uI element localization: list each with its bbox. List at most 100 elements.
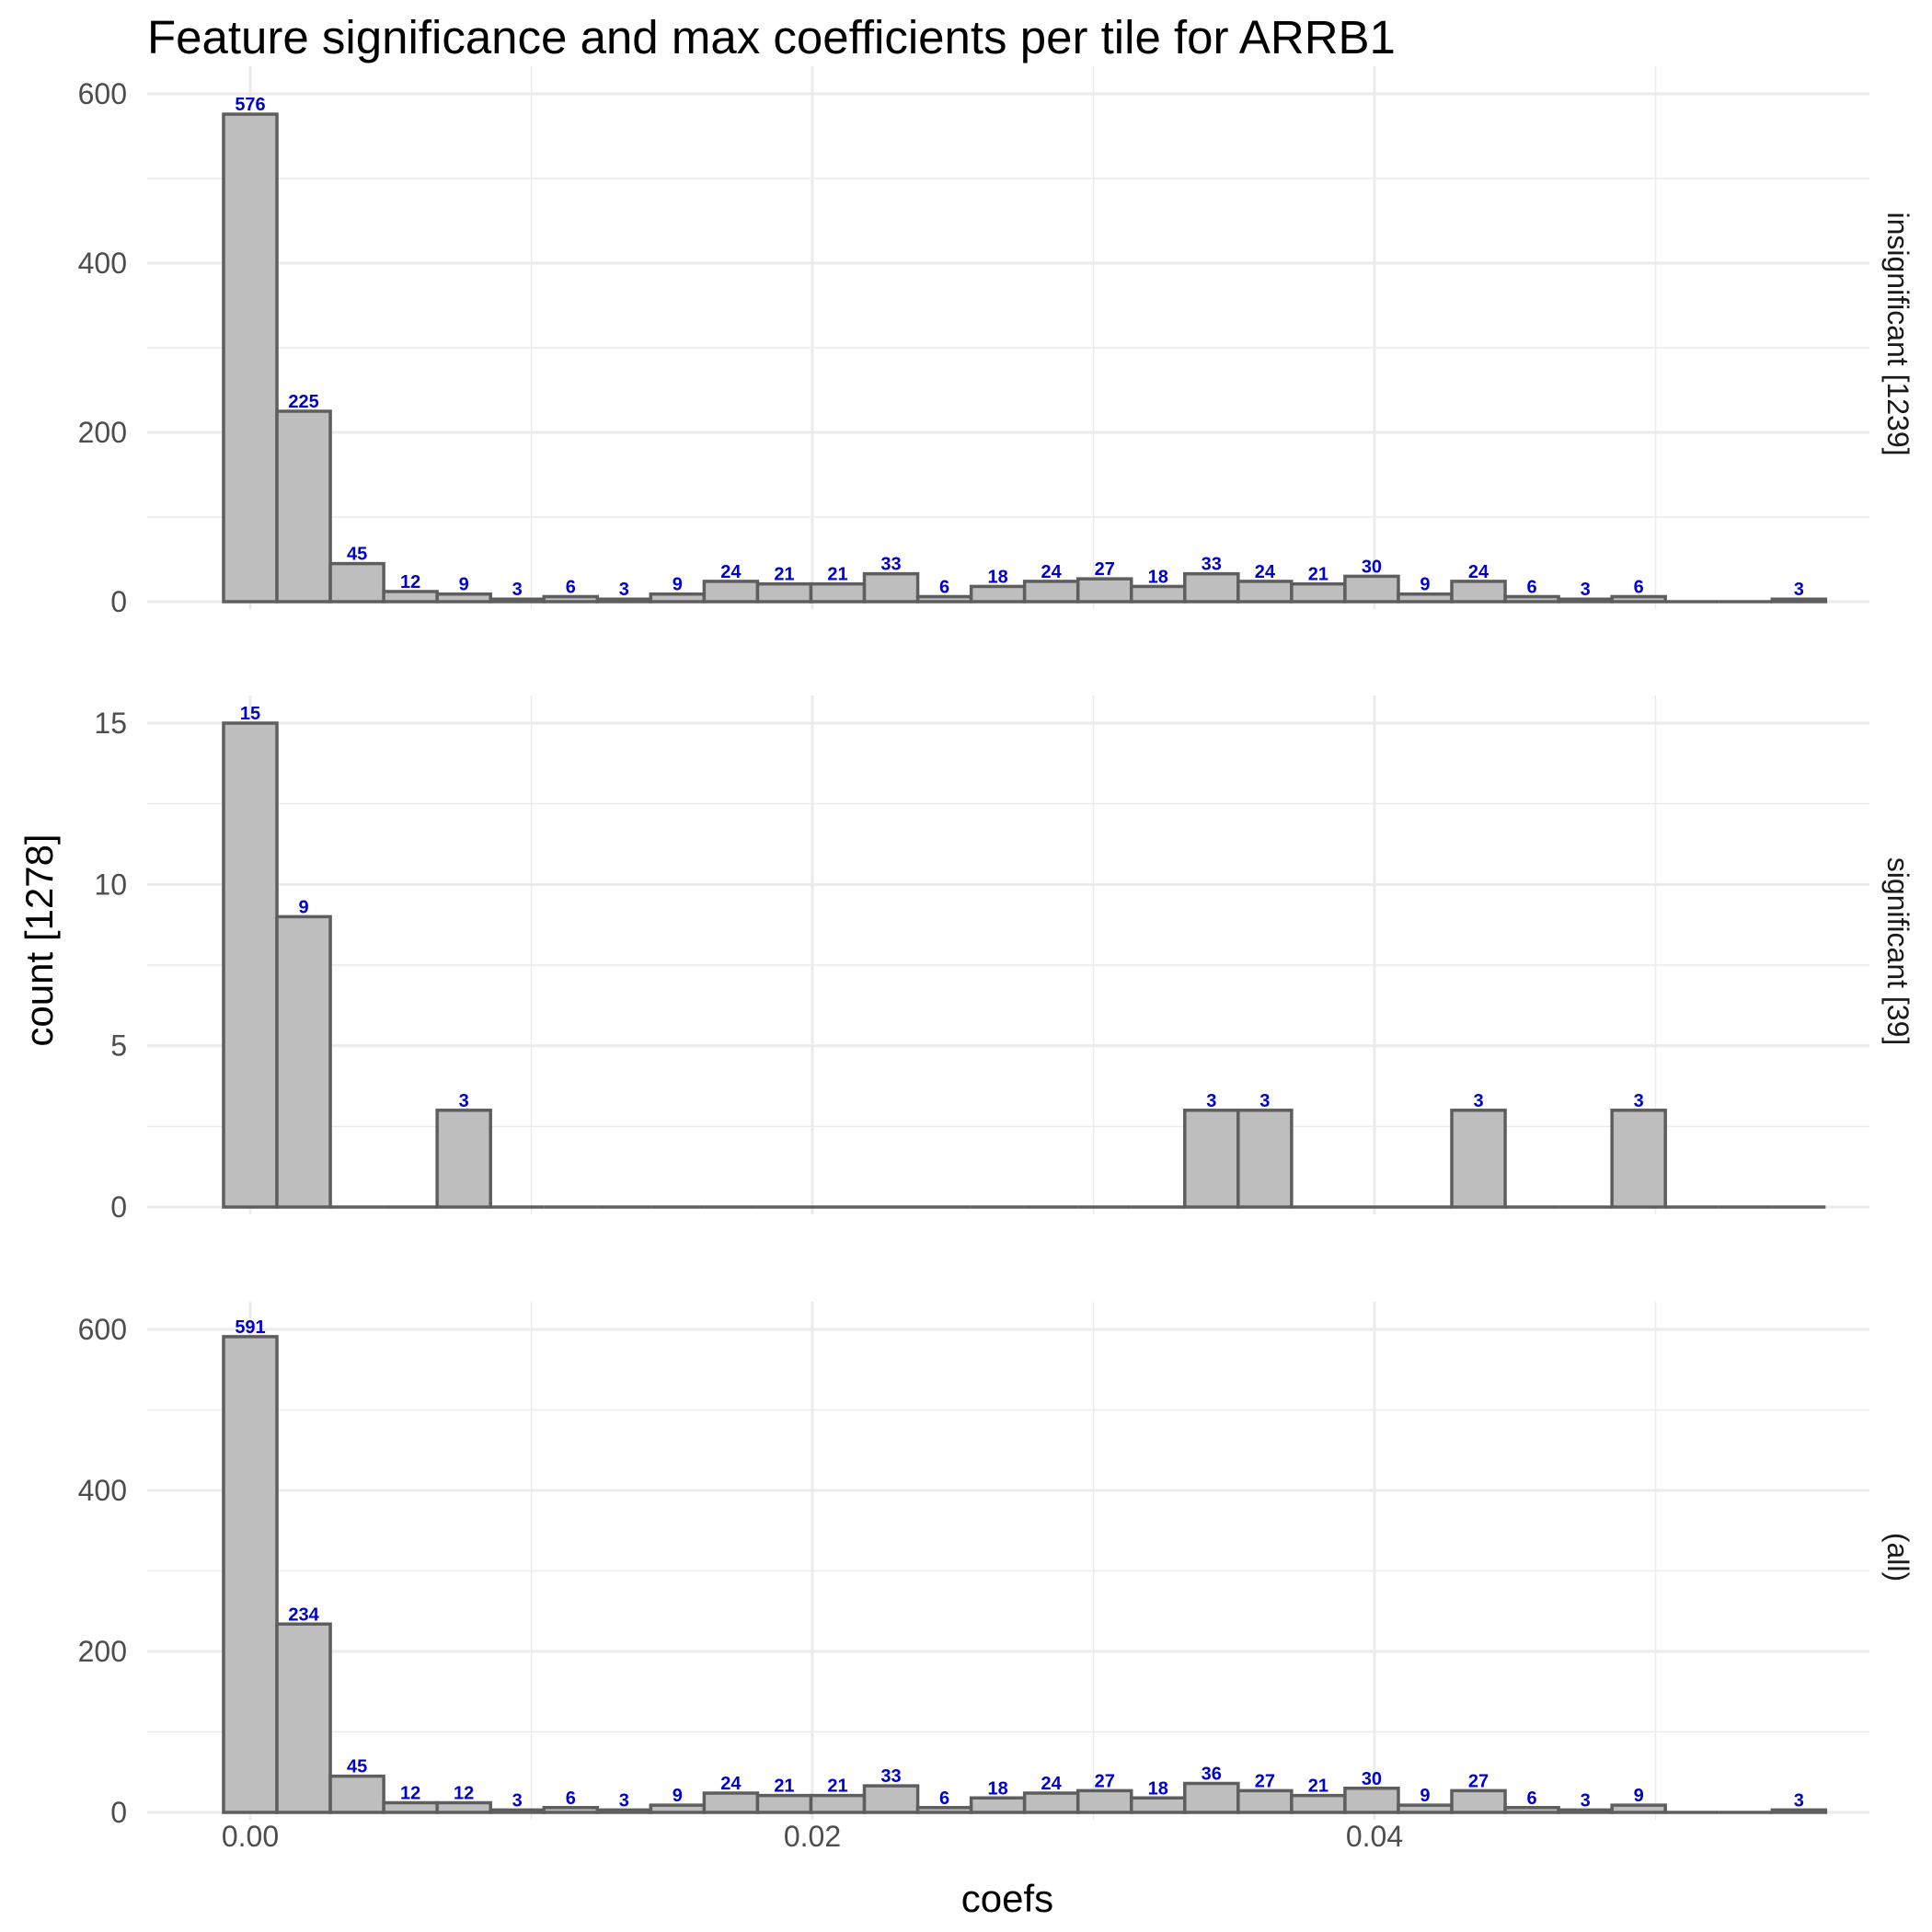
histogram-bar bbox=[1770, 597, 1828, 604]
histogram-bar bbox=[809, 1793, 867, 1814]
bar-count-label: 33 bbox=[880, 555, 901, 575]
bar-count-label: 18 bbox=[1148, 567, 1168, 587]
histogram-bar bbox=[1343, 574, 1400, 604]
bar-count-label: 3 bbox=[1206, 1091, 1216, 1111]
histogram-bar bbox=[328, 561, 385, 604]
y-tick-label: 15 bbox=[94, 707, 127, 740]
y-tick-label: 600 bbox=[78, 1313, 127, 1346]
histogram-bar bbox=[1022, 580, 1080, 604]
bar-count-label: 30 bbox=[1362, 1769, 1382, 1789]
histogram-bar bbox=[1075, 577, 1133, 604]
bar-count-label: 12 bbox=[454, 1784, 474, 1804]
histogram-bar bbox=[382, 590, 439, 604]
histogram-bar bbox=[862, 571, 920, 604]
facet-strip-label: (all) bbox=[1881, 1533, 1915, 1581]
bar-count-label: 3 bbox=[619, 1790, 629, 1811]
bar-count-label: 21 bbox=[774, 1777, 794, 1797]
x-tick-label: 0.00 bbox=[222, 1820, 279, 1853]
bar-count-label: 24 bbox=[720, 1774, 742, 1794]
bar-count-label: 9 bbox=[1420, 1786, 1430, 1806]
bar-count-label: 33 bbox=[880, 1766, 901, 1787]
histogram-bar bbox=[1397, 592, 1454, 604]
bar-count-label: 3 bbox=[1259, 1091, 1270, 1111]
histogram-bar bbox=[1129, 584, 1187, 604]
y-tick-label: 200 bbox=[78, 416, 127, 449]
bar-count-label: 24 bbox=[1041, 1774, 1063, 1794]
histogram-bar bbox=[275, 1622, 332, 1814]
bar-count-label: 3 bbox=[1634, 1091, 1644, 1111]
bar-count-label: 21 bbox=[1308, 565, 1328, 585]
bar-count-label: 3 bbox=[1581, 1790, 1591, 1811]
bar-count-label: 3 bbox=[1794, 1790, 1804, 1811]
bar-count-label: 9 bbox=[1634, 1786, 1644, 1806]
histogram-bar bbox=[1183, 1109, 1240, 1209]
bar-count-label: 24 bbox=[1041, 562, 1063, 582]
histogram-bar bbox=[1183, 1781, 1240, 1814]
histogram-bar bbox=[222, 721, 279, 1209]
histogram-bar bbox=[1236, 1788, 1294, 1814]
y-tick-label: 200 bbox=[78, 1635, 127, 1668]
bar-count-label: 21 bbox=[827, 565, 847, 585]
histogram-bar bbox=[1075, 1788, 1133, 1814]
histogram-bar bbox=[862, 1784, 920, 1814]
bar-count-label: 27 bbox=[1095, 1771, 1115, 1791]
facet-panel: 0 5 10 15 15 9 3 3 3 3 3 significant [39] bbox=[94, 696, 1915, 1224]
y-tick-label: 5 bbox=[110, 1029, 127, 1063]
bar-count-label: 6 bbox=[939, 577, 949, 597]
bar-count-label: 18 bbox=[988, 1778, 1008, 1799]
x-tick-label: 0.02 bbox=[784, 1820, 841, 1853]
bar-count-label: 6 bbox=[1527, 1788, 1537, 1809]
histogram-bar bbox=[1397, 1803, 1454, 1814]
histogram-bar bbox=[649, 592, 707, 604]
histogram-bar bbox=[1022, 1791, 1080, 1814]
bar-count-label: 21 bbox=[774, 565, 794, 585]
histogram-bar bbox=[1770, 1808, 1828, 1814]
histogram-bar bbox=[1610, 1803, 1667, 1814]
bar-count-label: 6 bbox=[566, 577, 576, 597]
bar-count-label: 9 bbox=[673, 575, 683, 595]
histogram-bar bbox=[222, 112, 279, 604]
bar-count-label: 6 bbox=[939, 1788, 949, 1809]
bar-count-label: 576 bbox=[235, 95, 265, 115]
bar-count-label: 9 bbox=[673, 1786, 683, 1806]
histogram-bar bbox=[328, 1774, 385, 1814]
bar-count-label: 3 bbox=[512, 1790, 523, 1811]
bar-count-label: 3 bbox=[1581, 580, 1591, 600]
bar-count-label: 3 bbox=[459, 1091, 469, 1111]
bar-count-label: 27 bbox=[1468, 1771, 1489, 1791]
bar-count-label: 45 bbox=[347, 1757, 367, 1777]
bar-count-label: 12 bbox=[400, 1784, 420, 1804]
histogram-bar bbox=[275, 409, 332, 604]
y-axis-title: count [1278] bbox=[17, 834, 61, 1046]
bar-count-label: 15 bbox=[240, 704, 260, 724]
histogram-bar bbox=[649, 1803, 707, 1814]
bar-count-label: 33 bbox=[1202, 555, 1222, 575]
bar-count-label: 6 bbox=[1634, 577, 1644, 597]
facet-strip-label: significant [39] bbox=[1881, 857, 1915, 1046]
bar-count-label: 27 bbox=[1255, 1771, 1275, 1791]
histogram-bar bbox=[702, 580, 760, 604]
histogram-bar bbox=[1610, 1109, 1667, 1209]
histogram-bar bbox=[275, 914, 332, 1209]
bar-count-label: 24 bbox=[720, 562, 742, 582]
histogram-bar bbox=[1129, 1796, 1187, 1814]
bar-count-label: 9 bbox=[1420, 575, 1430, 595]
bar-count-label: 591 bbox=[235, 1317, 265, 1338]
bar-count-label: 6 bbox=[1527, 577, 1537, 597]
y-tick-label: 400 bbox=[78, 247, 127, 280]
bar-count-label: 36 bbox=[1202, 1765, 1222, 1785]
y-tick-label: 600 bbox=[78, 77, 127, 110]
bar-count-label: 12 bbox=[400, 572, 420, 592]
chart-title: Feature significance and max coefficient… bbox=[147, 11, 1396, 63]
bar-count-label: 9 bbox=[298, 897, 308, 917]
histogram-bar bbox=[969, 1796, 1027, 1814]
bar-count-label: 9 bbox=[459, 575, 469, 595]
bar-count-label: 27 bbox=[1095, 559, 1115, 580]
bar-count-label: 225 bbox=[288, 392, 318, 412]
histogram-bar bbox=[435, 1109, 492, 1209]
bar-count-label: 234 bbox=[288, 1604, 319, 1625]
histogram-bar bbox=[1450, 580, 1507, 604]
